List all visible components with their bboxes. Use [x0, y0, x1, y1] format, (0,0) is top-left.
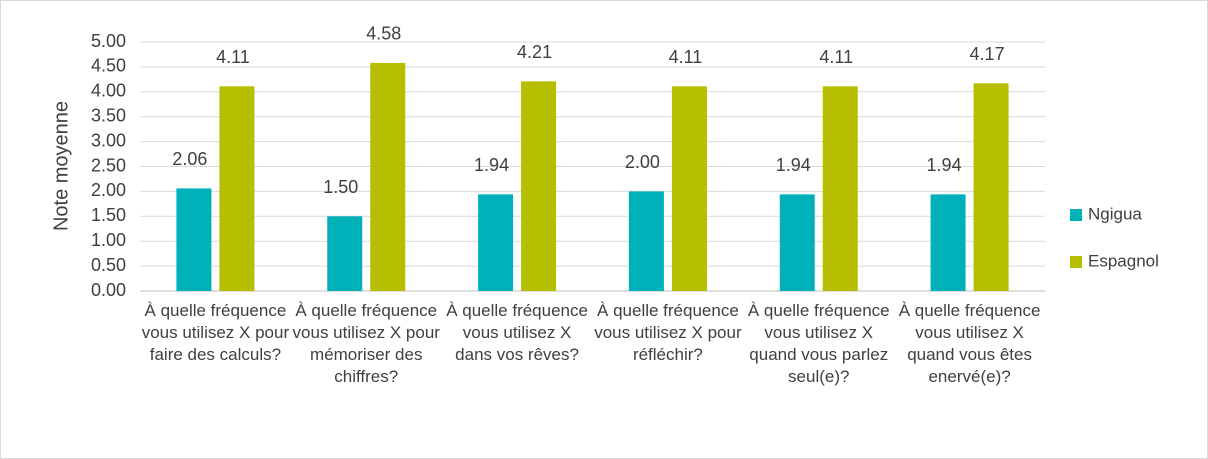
bar — [822, 86, 858, 292]
data-label: 4.17 — [970, 44, 1005, 64]
bar — [370, 62, 406, 291]
y-tick-label: 0.50 — [91, 255, 126, 275]
x-tick-label: À quelle fréquence vous utilisez X quand… — [747, 301, 890, 386]
data-label: 1.50 — [323, 177, 358, 197]
y-tick-label: 3.50 — [91, 105, 126, 125]
data-label: 4.11 — [669, 47, 703, 67]
bar — [973, 83, 1009, 291]
data-label: 2.00 — [625, 152, 660, 172]
data-label: 1.94 — [927, 155, 962, 175]
data-label: 4.11 — [819, 47, 853, 67]
legend-swatch — [1070, 256, 1082, 268]
bar — [521, 81, 557, 291]
y-tick-label: 2.50 — [91, 155, 126, 175]
data-label: 4.58 — [366, 24, 401, 44]
legend-label: Espagnol — [1088, 251, 1159, 270]
bar — [779, 194, 815, 291]
data-label: 1.94 — [474, 155, 509, 175]
y-axis-label: Note moyenne — [50, 101, 72, 231]
y-tick-label: 1.00 — [91, 230, 126, 250]
data-label: 4.11 — [216, 47, 250, 67]
y-tick-label: 4.00 — [91, 81, 126, 101]
bar — [219, 86, 255, 292]
y-tick-label: 2.00 — [91, 180, 126, 200]
bar — [176, 188, 212, 291]
bar — [671, 86, 707, 292]
bar — [930, 194, 966, 291]
y-tick-label: 4.50 — [91, 56, 126, 76]
x-tick-label: À quelle fréquence vous utilisez X pour … — [594, 301, 742, 364]
x-tick-label: À quelle fréquence vous utilisez X quand… — [898, 301, 1041, 386]
bar — [327, 216, 363, 291]
y-tick-label: 0.00 — [91, 280, 126, 300]
x-tick-label: À quelle fréquence vous utilisez X pour … — [292, 301, 440, 386]
data-label: 1.94 — [776, 155, 811, 175]
x-tick-label: À quelle fréquence vous utilisez X pour … — [141, 301, 290, 364]
y-tick-label: 1.50 — [91, 205, 126, 225]
y-tick-label: 3.00 — [91, 130, 126, 150]
bar — [628, 191, 664, 291]
data-label: 2.06 — [172, 149, 207, 169]
bar — [478, 194, 514, 291]
legend-label: Ngigua — [1088, 204, 1142, 223]
y-tick-label: 5.00 — [91, 31, 126, 51]
legend-swatch — [1070, 209, 1082, 221]
x-tick-label: À quelle fréquence vous utilisez X dans … — [446, 301, 588, 364]
data-label: 4.21 — [517, 42, 552, 62]
